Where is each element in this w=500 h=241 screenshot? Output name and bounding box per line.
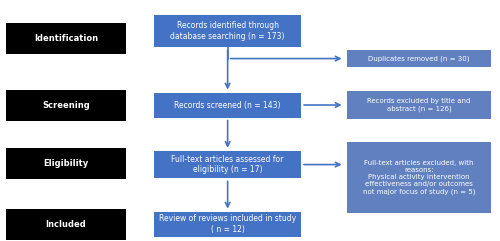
FancyBboxPatch shape (347, 91, 491, 119)
FancyBboxPatch shape (6, 209, 126, 240)
Text: Records identified through
database searching (n = 173): Records identified through database sear… (170, 21, 285, 41)
Text: Eligibility: Eligibility (44, 159, 88, 168)
Text: Duplicates removed (n = 30): Duplicates removed (n = 30) (368, 55, 470, 62)
FancyBboxPatch shape (347, 50, 491, 67)
FancyBboxPatch shape (154, 93, 301, 118)
FancyBboxPatch shape (6, 23, 126, 54)
Text: Full-text articles assessed for
eligibility (n = 17): Full-text articles assessed for eligibil… (172, 155, 284, 174)
Text: Full-text articles excluded, with
reasons:
Physical activity intervention
effect: Full-text articles excluded, with reason… (363, 161, 476, 195)
FancyBboxPatch shape (154, 15, 301, 47)
FancyBboxPatch shape (6, 148, 126, 179)
Text: Identification: Identification (34, 34, 98, 43)
Text: Review of reviews included in study
( n = 12): Review of reviews included in study ( n … (159, 214, 296, 234)
FancyBboxPatch shape (347, 142, 491, 214)
Text: Records excluded by title and
abstract (n = 126): Records excluded by title and abstract (… (368, 98, 470, 112)
FancyBboxPatch shape (6, 89, 126, 120)
FancyBboxPatch shape (154, 212, 301, 237)
Text: Records screened (n = 143): Records screened (n = 143) (174, 100, 281, 109)
Text: Screening: Screening (42, 100, 90, 109)
FancyBboxPatch shape (154, 151, 301, 178)
Text: Included: Included (46, 220, 86, 229)
